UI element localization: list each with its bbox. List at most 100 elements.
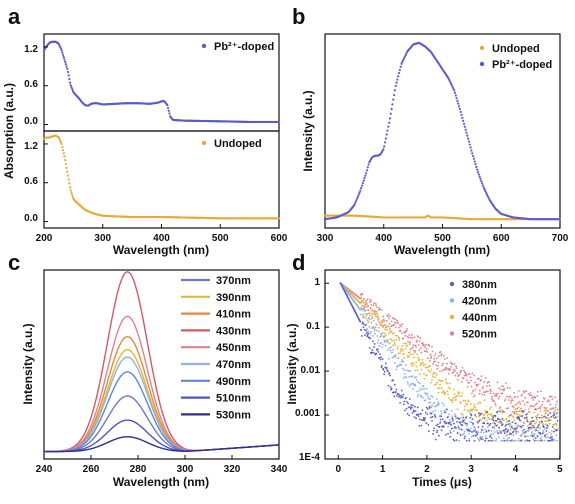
d-point-440nm — [517, 406, 520, 408]
b-point-pb-doped — [485, 193, 489, 196]
d-point-520nm — [400, 332, 403, 335]
d-point-520nm — [441, 369, 444, 372]
d-point-420nm — [367, 330, 370, 333]
d-point-440nm — [549, 407, 552, 410]
d-point-380nm — [361, 321, 364, 324]
d-point-440nm — [396, 334, 398, 337]
d-point-440nm — [391, 340, 394, 342]
d-point-440nm — [521, 433, 523, 436]
d-point-380nm — [532, 420, 535, 423]
d-point-440nm — [553, 423, 556, 426]
d-point-420nm — [373, 329, 376, 332]
d-point-520nm — [439, 370, 441, 373]
d-point-420nm — [477, 431, 480, 434]
d-point-420nm — [492, 439, 495, 442]
b-point-pb-doped — [363, 177, 366, 180]
b-point-pb-doped — [467, 140, 471, 143]
d-point-420nm — [363, 316, 365, 319]
d-point-420nm — [364, 312, 367, 315]
d-point-520nm — [411, 346, 414, 349]
d-point-440nm — [392, 332, 395, 335]
d-point-380nm — [382, 368, 385, 371]
d-point-380nm — [451, 417, 454, 420]
d-point-440nm — [414, 351, 416, 354]
d-point-380nm — [410, 404, 413, 406]
a-bottom-point — [64, 159, 67, 162]
d-point-440nm — [416, 368, 419, 371]
d-point-440nm — [545, 411, 548, 414]
d-point-520nm — [439, 351, 442, 353]
d-point-440nm — [451, 401, 454, 404]
d-point-380nm — [456, 432, 459, 435]
d-point-420nm — [458, 428, 461, 431]
d-point-380nm — [395, 388, 398, 391]
d-point-420nm — [513, 439, 516, 442]
d-point-420nm — [401, 359, 404, 361]
c-xtick: 320 — [224, 464, 241, 475]
d-point-420nm — [555, 434, 558, 437]
d-point-380nm — [466, 422, 469, 425]
d-point-380nm — [408, 398, 411, 400]
d-point-380nm — [413, 410, 415, 413]
d-point-440nm — [405, 342, 407, 345]
d-point-520nm — [517, 401, 520, 404]
d-point-440nm — [377, 327, 380, 329]
d-point-440nm — [411, 361, 414, 364]
d-point-420nm — [490, 433, 492, 436]
b-point-pb-doped — [355, 199, 358, 202]
d-point-380nm — [535, 429, 538, 432]
d-point-420nm — [424, 399, 427, 401]
d-point-420nm — [495, 438, 498, 440]
d-point-380nm — [405, 396, 407, 399]
d-point-380nm — [433, 413, 436, 416]
d-point-440nm — [516, 413, 519, 416]
b-point-pb-doped — [473, 160, 476, 163]
d-point-420nm — [464, 417, 467, 420]
d-point-440nm — [498, 407, 501, 410]
d-point-520nm — [442, 362, 445, 365]
d-point-520nm — [471, 392, 473, 395]
d-point-420nm — [502, 437, 505, 440]
panel-d-ticks — [325, 282, 561, 460]
d-point-440nm — [519, 415, 522, 418]
d-point-440nm — [537, 413, 539, 416]
d-point-420nm — [473, 425, 476, 428]
d-point-380nm — [505, 424, 508, 426]
d-point-380nm — [499, 420, 502, 423]
d-point-420nm — [407, 370, 410, 372]
d-point-520nm — [487, 390, 489, 393]
d-point-420nm — [365, 317, 367, 320]
d-point-520nm — [390, 320, 393, 323]
d-point-440nm — [421, 358, 424, 361]
d-point-520nm — [388, 317, 390, 320]
d-point-520nm — [400, 325, 403, 328]
d-point-380nm — [402, 393, 405, 396]
d-point-380nm — [524, 435, 527, 438]
d-point-380nm — [418, 425, 421, 427]
d-point-520nm — [497, 397, 500, 400]
d-point-380nm — [448, 421, 451, 424]
d-point-520nm — [535, 402, 538, 405]
d-point-420nm — [494, 439, 497, 442]
d-point-420nm — [555, 423, 557, 425]
d-point-520nm — [474, 381, 477, 384]
d-point-440nm — [398, 337, 400, 339]
d-point-520nm — [412, 344, 415, 347]
d-point-380nm — [516, 417, 519, 420]
d-point-520nm — [483, 393, 486, 396]
d-point-380nm — [447, 432, 449, 435]
d-ytick: 1E-4 — [299, 452, 321, 463]
d-point-380nm — [526, 439, 529, 442]
d-point-520nm — [376, 306, 379, 309]
d-point-420nm — [442, 404, 445, 407]
d-point-380nm — [547, 414, 549, 416]
d-point-420nm — [450, 409, 453, 412]
d-point-380nm — [378, 353, 381, 356]
d-point-520nm — [385, 319, 388, 322]
d-point-380nm — [489, 435, 491, 438]
d-point-520nm — [365, 305, 368, 308]
d-point-440nm — [551, 424, 554, 426]
d-point-380nm — [488, 429, 490, 432]
d-point-440nm — [550, 430, 553, 432]
a-bottom-point — [63, 155, 66, 158]
